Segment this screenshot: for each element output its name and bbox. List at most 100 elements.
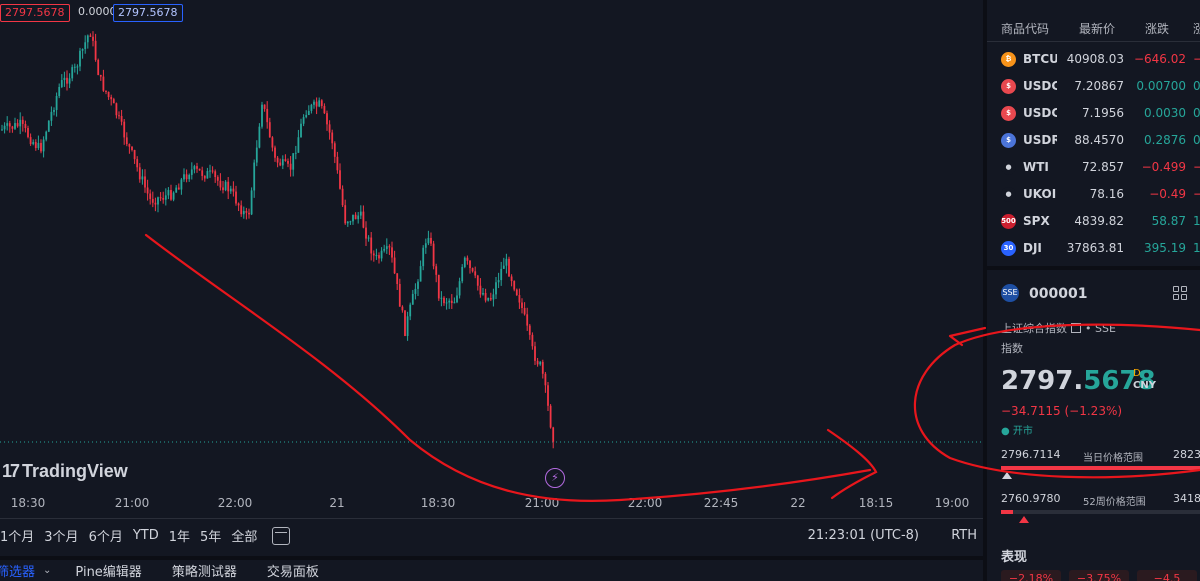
symbol-full-name[interactable]: 上证综合指数 (1001, 322, 1067, 335)
panel-separator[interactable] (983, 0, 987, 581)
watchlist-symbol: BTCUSD (1023, 52, 1057, 66)
candle (469, 259, 471, 274)
tab-strategy-tester[interactable]: 策略测试器 (171, 565, 237, 580)
candle (320, 99, 323, 109)
watchlist-row-usdcny[interactable]: $ USDCNY 7.1956 0.0030 0 (987, 100, 1200, 127)
candle (479, 278, 482, 298)
time-tick-label: 22 (790, 496, 806, 510)
column-header-last[interactable]: 最新价 (1079, 22, 1116, 36)
candle (500, 261, 503, 286)
candle (235, 185, 237, 206)
change-value-tag: 0.0000 (78, 5, 117, 18)
candle (508, 256, 510, 277)
candle (458, 277, 461, 299)
candle (450, 294, 453, 309)
candle (339, 163, 341, 190)
external-link-icon[interactable] (1071, 323, 1081, 333)
watchlist-symbol: UKOIL (1023, 187, 1057, 201)
candle (300, 118, 302, 138)
symbol-icon: ● (1001, 187, 1016, 202)
candle (112, 97, 115, 104)
watchlist-change: 0.0030 (1144, 106, 1186, 120)
candle (271, 136, 274, 152)
candle (170, 184, 172, 201)
range-1y-button[interactable]: 1年 (168, 530, 191, 545)
week52-range-marker (1018, 516, 1029, 523)
candle (19, 112, 22, 135)
candle (497, 272, 500, 289)
session-toggle[interactable]: RTH (951, 528, 977, 543)
candle (305, 110, 308, 119)
candle (313, 99, 315, 109)
candle (461, 264, 464, 284)
candle (318, 97, 321, 108)
candle (99, 74, 102, 81)
perf-1w[interactable]: −2.18% (1001, 570, 1061, 581)
candle (53, 107, 55, 116)
candlestick-chart[interactable] (0, 0, 983, 492)
candle (206, 167, 209, 179)
column-header-pct[interactable]: 涨 (1193, 22, 1200, 36)
watchlist-row-spx[interactable]: 500 SPX 4839.82 58.87 1 (987, 208, 1200, 235)
watchlist-symbol: WTI (1023, 160, 1049, 174)
symbol-icon: $ (1001, 133, 1016, 148)
chevron-down-icon[interactable]: ⌄ (43, 565, 52, 576)
candle (188, 173, 191, 182)
candle (34, 139, 37, 151)
watchlist-row-ukoil[interactable]: ● UKOIL 78.16 −0.49 −0 (987, 181, 1200, 208)
performance-title: 表现 (1001, 550, 1028, 565)
watchlist-last: 4839.82 (1074, 214, 1124, 228)
candle (24, 120, 27, 133)
candle (404, 310, 406, 337)
range-6m-button[interactable]: 6个月 (88, 530, 123, 545)
perf-3m[interactable]: −4.5 (1137, 570, 1197, 581)
time-tick-label: 21:00 (114, 496, 150, 510)
watchlist-row-dji[interactable]: 30 DJI 37863.81 395.19 1 (987, 235, 1200, 262)
watchlist-row-btcusd[interactable]: ₿ BTCUSD 40908.03 −646.02 −1 (987, 46, 1200, 73)
range-1m-button[interactable]: 1个月 (0, 530, 35, 545)
candle (518, 288, 521, 309)
range-all-button[interactable]: 全部 (231, 530, 258, 545)
calendar-icon[interactable] (272, 526, 291, 545)
candle (1, 124, 3, 131)
time-tick-label: 22:45 (703, 496, 739, 510)
time-axis[interactable]: 18:30 21:00 22:00 21 18:30 21:00 22:00 22:45 22 1… (0, 492, 983, 514)
candle (157, 196, 159, 213)
candle (222, 181, 224, 194)
candle (250, 187, 253, 216)
watchlist-row-wti[interactable]: ● WTI 72.857 −0.499 −0 (987, 154, 1200, 181)
tab-screener[interactable]: 筛选器 (0, 565, 36, 580)
range-ytd-button[interactable]: YTD (132, 528, 159, 543)
candle (414, 283, 417, 300)
candle (284, 154, 287, 162)
tab-pine-editor[interactable]: Pine编辑器 (75, 565, 142, 580)
chart-pane[interactable]: 2797.5678 0.0000 2797.5678 17 TradingVie… (0, 0, 983, 518)
timezone-clock[interactable]: 21:23:01 (UTC-8) (807, 528, 919, 543)
watchlist-last: 7.1956 (1082, 106, 1124, 120)
lightning-icon[interactable]: ⚡ (545, 468, 565, 488)
candle (73, 63, 76, 73)
candle (133, 149, 136, 164)
candle (55, 92, 58, 117)
perf-1m[interactable]: −3.75% (1069, 570, 1129, 581)
watchlist-change: 58.87 (1151, 214, 1186, 228)
tab-trading-panel[interactable]: 交易面板 (266, 565, 319, 580)
grid-icon[interactable] (1173, 286, 1187, 300)
watchlist-last: 78.16 (1089, 187, 1124, 201)
candle (307, 105, 310, 116)
exchange-label: • SSE (1085, 322, 1116, 335)
range-5y-button[interactable]: 5年 (200, 530, 222, 545)
watchlist-pct: 0 (1193, 106, 1200, 120)
candle (495, 276, 497, 300)
candle (29, 133, 32, 146)
tradingview-logo[interactable]: 17 TradingView (2, 460, 128, 482)
column-header-symbol[interactable]: 商品代码 (1001, 22, 1050, 36)
detail-symbol[interactable]: 000001 (1029, 286, 1088, 302)
watchlist-row-usdcnh[interactable]: $ USDCNH 7.20867 0.00700 0 (987, 73, 1200, 100)
candle (427, 230, 430, 246)
watchlist-row-usdrub[interactable]: $ USDRUB 88.4570 0.2876 0 (987, 127, 1200, 154)
range-3m-button[interactable]: 3个月 (44, 530, 79, 545)
column-header-change[interactable]: 涨跌 (1145, 22, 1170, 36)
candle (370, 232, 373, 261)
candle (417, 279, 419, 296)
